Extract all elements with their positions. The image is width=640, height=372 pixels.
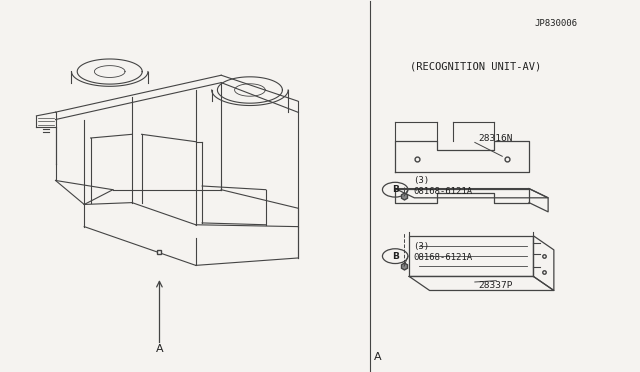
Text: (RECOGNITION UNIT-AV): (RECOGNITION UNIT-AV) — [410, 61, 541, 71]
Text: A: A — [156, 344, 163, 354]
Text: A: A — [374, 352, 382, 362]
Text: JP830006: JP830006 — [534, 19, 577, 28]
FancyBboxPatch shape — [409, 236, 534, 276]
Text: B: B — [392, 185, 399, 194]
Circle shape — [383, 182, 408, 197]
Text: 28337P: 28337P — [478, 281, 513, 290]
Text: 08168-6121A: 08168-6121A — [413, 187, 472, 196]
Text: 28316N: 28316N — [478, 134, 513, 143]
Text: 08168-6121A: 08168-6121A — [413, 253, 472, 263]
Text: (3): (3) — [413, 243, 429, 251]
Circle shape — [383, 249, 408, 263]
Text: B: B — [392, 251, 399, 261]
Text: (3): (3) — [413, 176, 429, 185]
